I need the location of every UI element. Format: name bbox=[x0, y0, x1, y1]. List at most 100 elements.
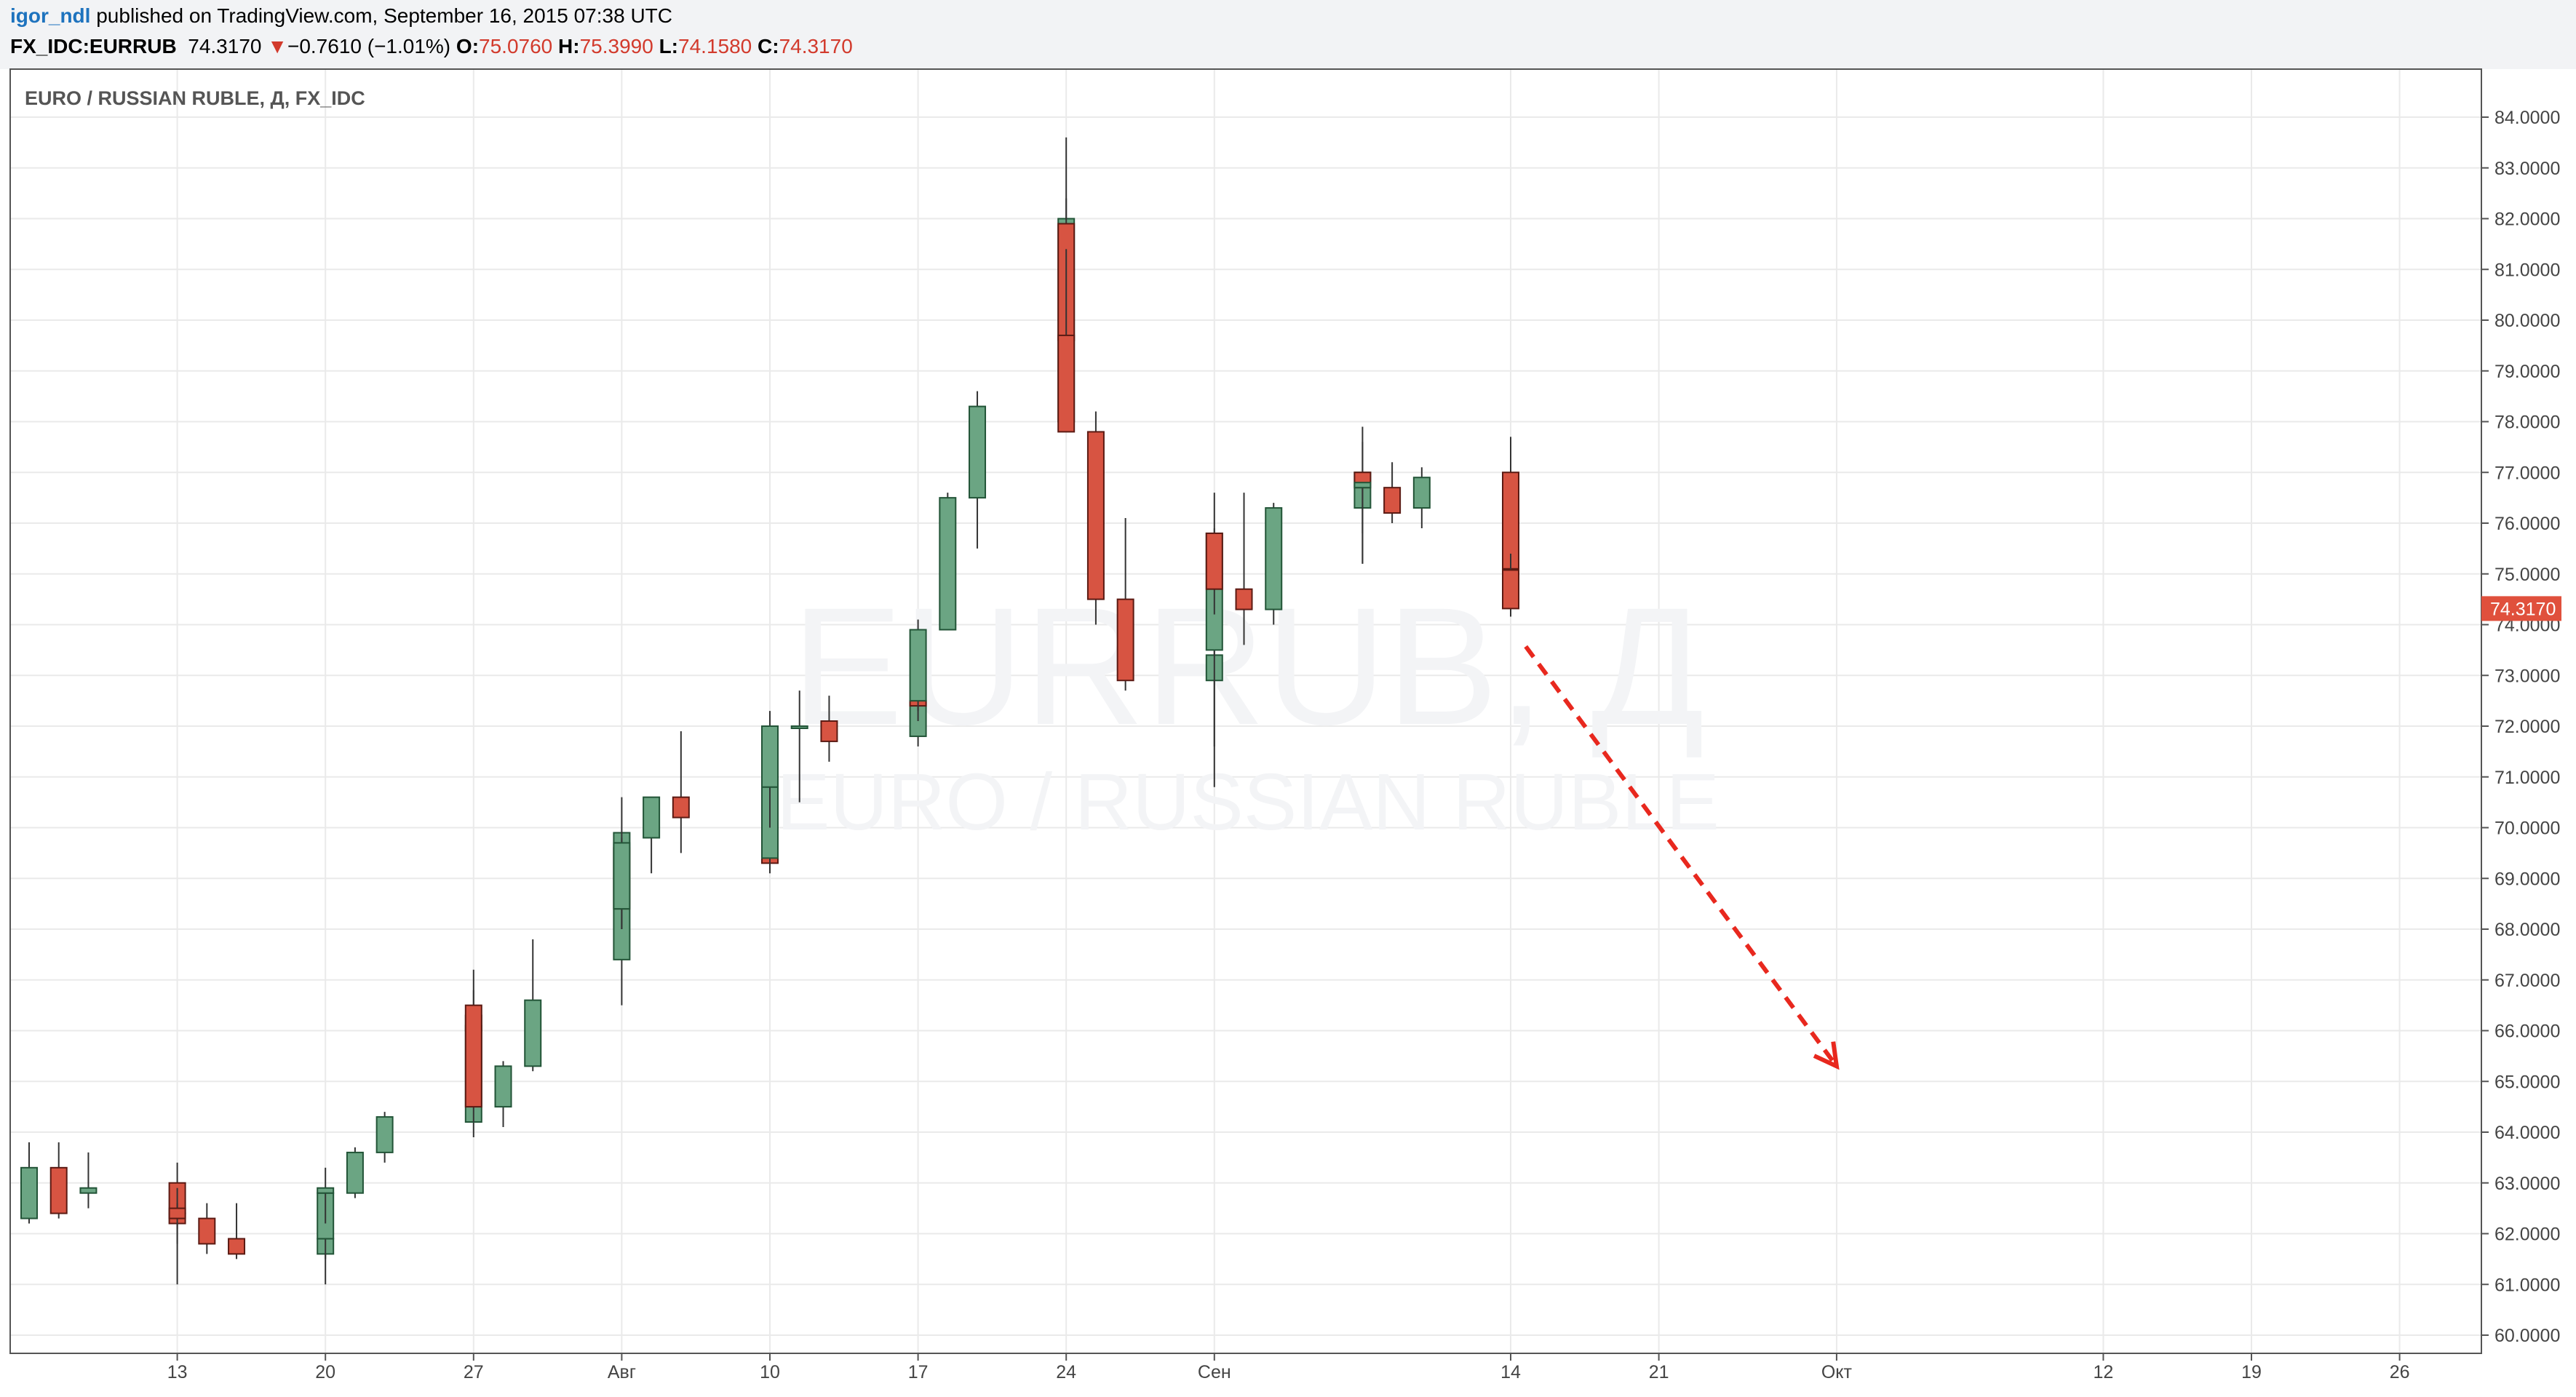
y-tick-label: 81.0000 bbox=[2494, 260, 2560, 280]
price-change: −0.7610 (−1.01%) bbox=[287, 35, 451, 57]
chart-header: igor_ndl published on TradingView.com, S… bbox=[0, 0, 2576, 69]
x-tick-label: 24 bbox=[1056, 1362, 1076, 1382]
author-link[interactable]: igor_ndl bbox=[10, 4, 91, 27]
x-tick-label: 21 bbox=[1649, 1362, 1669, 1382]
watermark-name: EURO / RUSSIAN RUBLE bbox=[776, 757, 1720, 847]
close-value: 74.3170 bbox=[779, 35, 853, 57]
open-value: 75.0760 bbox=[479, 35, 553, 57]
candle-body bbox=[168, 1207, 186, 1219]
candle bbox=[969, 391, 987, 549]
candle bbox=[761, 711, 779, 828]
y-tick-label: 68.0000 bbox=[2494, 920, 2560, 940]
y-tick-label: 71.0000 bbox=[2494, 768, 2560, 788]
candle bbox=[1502, 553, 1519, 617]
candle bbox=[1265, 503, 1283, 625]
y-tick-label: 80.0000 bbox=[2494, 311, 2560, 331]
x-tick-label: 17 bbox=[908, 1362, 929, 1382]
candle-body bbox=[1412, 477, 1431, 509]
candle-body bbox=[79, 1187, 98, 1194]
candle-body bbox=[524, 999, 542, 1067]
candle-body bbox=[20, 1166, 38, 1219]
low-label: L: bbox=[659, 35, 679, 57]
candle-body bbox=[909, 629, 927, 702]
candle-body bbox=[49, 1166, 68, 1214]
candles bbox=[20, 137, 1519, 1285]
candle bbox=[49, 1142, 68, 1219]
x-tick-label: Окт bbox=[1821, 1362, 1853, 1382]
y-tick-label: 62.0000 bbox=[2494, 1225, 2560, 1245]
x-tick-label: Авг bbox=[608, 1362, 636, 1382]
grid bbox=[10, 69, 2481, 1353]
candle bbox=[464, 990, 482, 1123]
plot-background bbox=[10, 69, 2481, 1353]
candle-body bbox=[1116, 598, 1134, 682]
y-tick-label: 75.0000 bbox=[2494, 565, 2560, 585]
last-price: 74.3170 bbox=[188, 35, 262, 57]
candle-body bbox=[1265, 507, 1283, 610]
candle bbox=[494, 1061, 512, 1128]
time-axis: 13 20 27 Авг 10 17 24 Сен 14 21 Окт 12 19 26 bbox=[167, 1353, 2410, 1382]
open-label: O: bbox=[456, 35, 480, 57]
candle-body bbox=[464, 1004, 482, 1108]
candle-body bbox=[228, 1238, 246, 1255]
close-label: C: bbox=[758, 35, 779, 57]
candle-body bbox=[494, 1065, 512, 1108]
y-tick-label: 82.0000 bbox=[2494, 210, 2560, 230]
y-tick-label: 73.0000 bbox=[2494, 666, 2560, 686]
price-axis: 60.0000 61.0000 62.0000 63.0000 64.0000 65.00… bbox=[2481, 108, 2560, 1346]
y-tick-label: 76.0000 bbox=[2494, 514, 2560, 534]
candle-body bbox=[969, 405, 987, 499]
candle-body bbox=[790, 725, 808, 729]
candle bbox=[1235, 493, 1253, 645]
candle bbox=[1086, 411, 1105, 625]
candle bbox=[939, 493, 957, 631]
x-tick-label: 14 bbox=[1500, 1362, 1521, 1382]
candle-body bbox=[1353, 482, 1372, 489]
low-value: 74.1580 bbox=[678, 35, 752, 57]
y-tick-label: 65.0000 bbox=[2494, 1072, 2560, 1092]
candle bbox=[909, 619, 927, 712]
candle bbox=[79, 1152, 98, 1209]
y-tick-label: 64.0000 bbox=[2494, 1123, 2560, 1143]
candle-body bbox=[1205, 532, 1223, 590]
candle bbox=[1383, 462, 1402, 523]
candle-body bbox=[375, 1116, 394, 1153]
candle bbox=[346, 1147, 364, 1198]
y-tick-label: 60.0000 bbox=[2494, 1326, 2560, 1346]
candle bbox=[613, 837, 631, 929]
candle-body bbox=[761, 725, 779, 788]
candle-body bbox=[939, 497, 957, 631]
candle-body bbox=[317, 1187, 335, 1194]
candle-body bbox=[198, 1217, 216, 1245]
candle-body bbox=[1383, 487, 1402, 514]
candle-body bbox=[820, 720, 838, 742]
last-price-label: 74.3170 bbox=[2481, 596, 2561, 621]
last-price-tag bbox=[2481, 596, 2561, 621]
candle bbox=[524, 939, 542, 1072]
candle-body bbox=[643, 796, 661, 839]
y-tick-label: 78.0000 bbox=[2494, 413, 2560, 433]
candle bbox=[375, 1112, 394, 1163]
y-tick-label: 83.0000 bbox=[2494, 159, 2560, 179]
y-tick-label: 70.0000 bbox=[2494, 819, 2560, 839]
y-tick-label: 79.0000 bbox=[2494, 362, 2560, 382]
y-tick-label: 66.0000 bbox=[2494, 1022, 2560, 1042]
candle bbox=[317, 1167, 335, 1224]
candle bbox=[1116, 518, 1134, 691]
candle bbox=[1057, 249, 1076, 433]
high-label: H: bbox=[558, 35, 580, 57]
candle bbox=[228, 1203, 246, 1259]
y-tick-label: 67.0000 bbox=[2494, 971, 2560, 991]
candle bbox=[790, 690, 808, 803]
x-tick-label: 26 bbox=[2390, 1362, 2410, 1382]
candle bbox=[168, 1203, 186, 1285]
candle bbox=[1412, 467, 1431, 528]
x-tick-label: 20 bbox=[315, 1362, 335, 1382]
x-tick-label: 19 bbox=[2241, 1362, 2262, 1382]
candle bbox=[643, 796, 661, 874]
y-tick-label: 77.0000 bbox=[2494, 463, 2560, 483]
publish-info: published on TradingView.com, September … bbox=[90, 4, 672, 27]
y-tick-label: 72.0000 bbox=[2494, 717, 2560, 737]
y-tick-label: 63.0000 bbox=[2494, 1174, 2560, 1194]
